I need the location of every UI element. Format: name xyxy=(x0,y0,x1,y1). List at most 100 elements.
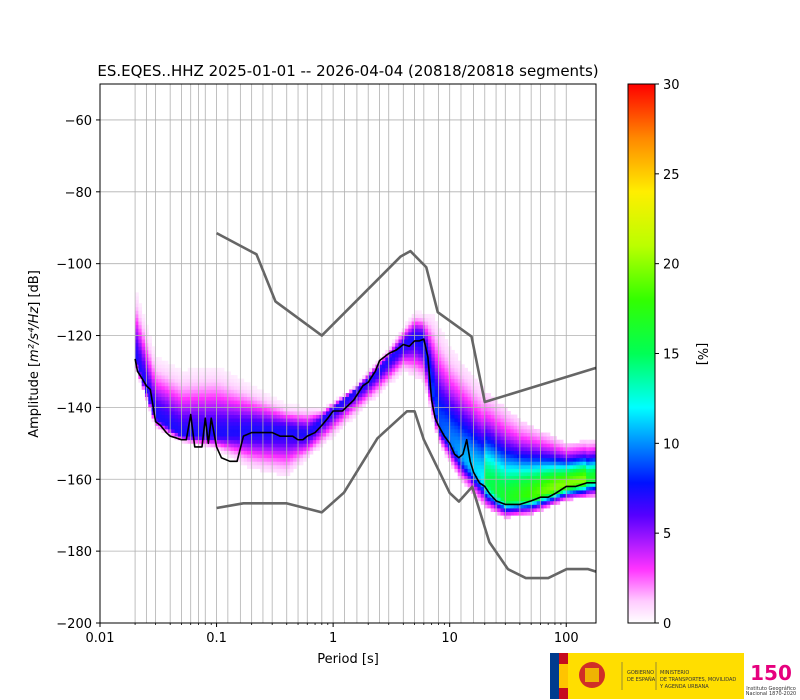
density-cell xyxy=(487,400,492,405)
density-cell xyxy=(223,389,228,394)
density-cell xyxy=(592,482,596,487)
density-cell xyxy=(454,371,459,376)
density-cell xyxy=(444,360,449,365)
density-cell xyxy=(154,360,159,365)
density-cell xyxy=(507,493,511,498)
density-cell xyxy=(273,428,278,433)
density-cell xyxy=(283,425,287,430)
density-cell xyxy=(273,425,278,430)
density-cell xyxy=(467,432,472,437)
density-cell xyxy=(434,378,439,383)
density-cell xyxy=(247,418,251,423)
density-cell xyxy=(474,382,478,387)
density-cell xyxy=(197,432,202,437)
density-cell xyxy=(316,407,320,412)
density-cell xyxy=(579,486,584,491)
density-cell xyxy=(428,353,432,358)
density-cell xyxy=(266,403,271,408)
density-cell xyxy=(256,396,261,401)
density-cell xyxy=(293,443,297,448)
density-cell xyxy=(135,299,139,304)
density-cell xyxy=(312,443,317,448)
density-cell xyxy=(556,468,561,473)
density-cell xyxy=(365,375,370,380)
density-cell xyxy=(444,414,449,419)
density-cell xyxy=(184,410,189,415)
density-cell xyxy=(444,385,449,390)
density-cell xyxy=(457,375,462,380)
density-cell xyxy=(408,339,413,344)
density-cell xyxy=(533,457,538,462)
density-cell xyxy=(194,407,199,412)
density-cell xyxy=(451,410,455,415)
density-cell xyxy=(556,446,561,451)
density-cell xyxy=(141,382,146,387)
density-cell xyxy=(408,353,413,358)
density-cell xyxy=(474,479,478,484)
density-cell xyxy=(474,443,478,448)
density-cell xyxy=(388,353,393,358)
density-cell xyxy=(279,421,284,426)
density-cell xyxy=(355,403,360,408)
density-cell xyxy=(563,482,567,487)
density-cell xyxy=(477,443,482,448)
density-cell xyxy=(220,414,225,419)
density-cell xyxy=(253,454,258,459)
density-cell xyxy=(312,436,317,441)
density-cell xyxy=(536,475,541,480)
density-cell xyxy=(464,421,468,426)
density-cell xyxy=(263,446,268,451)
density-cell xyxy=(191,367,195,372)
density-cell xyxy=(470,432,475,437)
density-cell xyxy=(454,378,459,383)
density-cell xyxy=(464,367,468,372)
density-cell xyxy=(322,421,327,426)
density-cell xyxy=(299,446,304,451)
density-cell xyxy=(358,378,363,383)
density-cell xyxy=(454,389,459,394)
density-cell xyxy=(507,511,511,516)
density-cell xyxy=(210,403,215,408)
density-cell xyxy=(385,371,389,376)
density-cell xyxy=(171,400,175,405)
density-cell xyxy=(520,497,524,502)
density-cell xyxy=(513,461,518,466)
density-cell xyxy=(197,382,202,387)
grid xyxy=(100,84,596,623)
density-cell xyxy=(480,472,485,477)
density-cell xyxy=(543,486,548,491)
density-cell xyxy=(530,482,534,487)
density-cell xyxy=(263,439,268,444)
density-cell xyxy=(457,418,462,423)
density-cell xyxy=(516,468,521,473)
density-cell xyxy=(451,367,455,372)
density-cell xyxy=(243,418,248,423)
density-cell xyxy=(507,410,511,415)
density-cell xyxy=(513,508,518,512)
density-cell xyxy=(516,443,521,448)
density-cell xyxy=(586,479,590,484)
density-cell xyxy=(250,385,255,390)
density-cell xyxy=(332,400,337,405)
density-cell xyxy=(299,425,304,430)
density-cell xyxy=(507,497,511,502)
density-cell xyxy=(437,349,442,354)
density-cell xyxy=(378,371,383,376)
density-cell xyxy=(569,479,574,484)
density-cell xyxy=(375,371,380,376)
density-cell xyxy=(148,403,152,408)
density-cell xyxy=(289,454,294,459)
density-cell xyxy=(151,378,156,383)
density-cell xyxy=(431,418,436,423)
density-cell xyxy=(431,331,436,336)
density-cell xyxy=(214,375,218,380)
density-cell xyxy=(375,382,380,387)
density-cell xyxy=(533,439,538,444)
density-cell xyxy=(273,414,278,419)
density-cell xyxy=(451,403,455,408)
density-cell xyxy=(214,418,218,423)
density-cell xyxy=(207,389,212,394)
density-cell xyxy=(214,378,218,383)
density-cell xyxy=(464,457,468,462)
density-cell xyxy=(434,324,439,329)
